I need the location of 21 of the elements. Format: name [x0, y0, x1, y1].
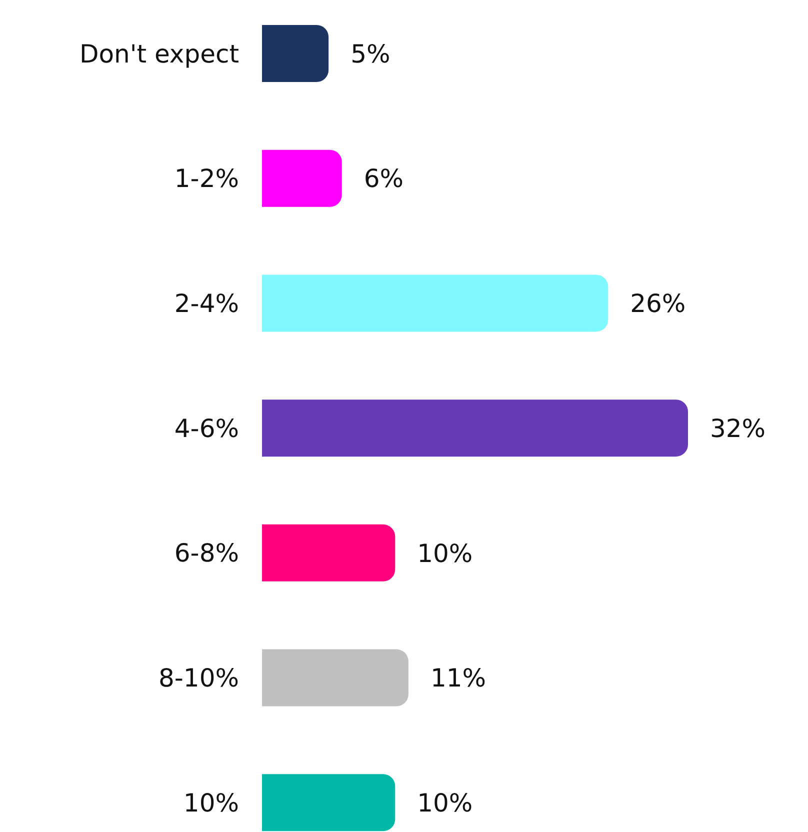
bar [262, 400, 688, 457]
bar [262, 25, 329, 82]
y-tick-label: 8-10% [158, 664, 239, 693]
y-tick-label: 4-6% [174, 414, 239, 443]
bar [262, 524, 396, 582]
y-tick-label: 2-4% [174, 289, 239, 318]
bar [262, 649, 408, 706]
y-tick-label: 1-2% [174, 164, 239, 194]
bar [262, 774, 396, 832]
data-label: 11% [430, 664, 486, 693]
data-label: 32% [710, 414, 766, 443]
data-label: 5% [350, 39, 390, 68]
data-label: 10% [417, 788, 473, 818]
bar [262, 274, 608, 332]
data-label: 26% [630, 289, 686, 318]
y-tick-label: 10% [183, 788, 239, 818]
y-tick-label: Don't expect [79, 39, 240, 68]
y-tick-label: 6-8% [174, 538, 239, 568]
data-label: 6% [364, 164, 404, 194]
bar [262, 150, 342, 207]
data-label: 10% [417, 538, 473, 568]
